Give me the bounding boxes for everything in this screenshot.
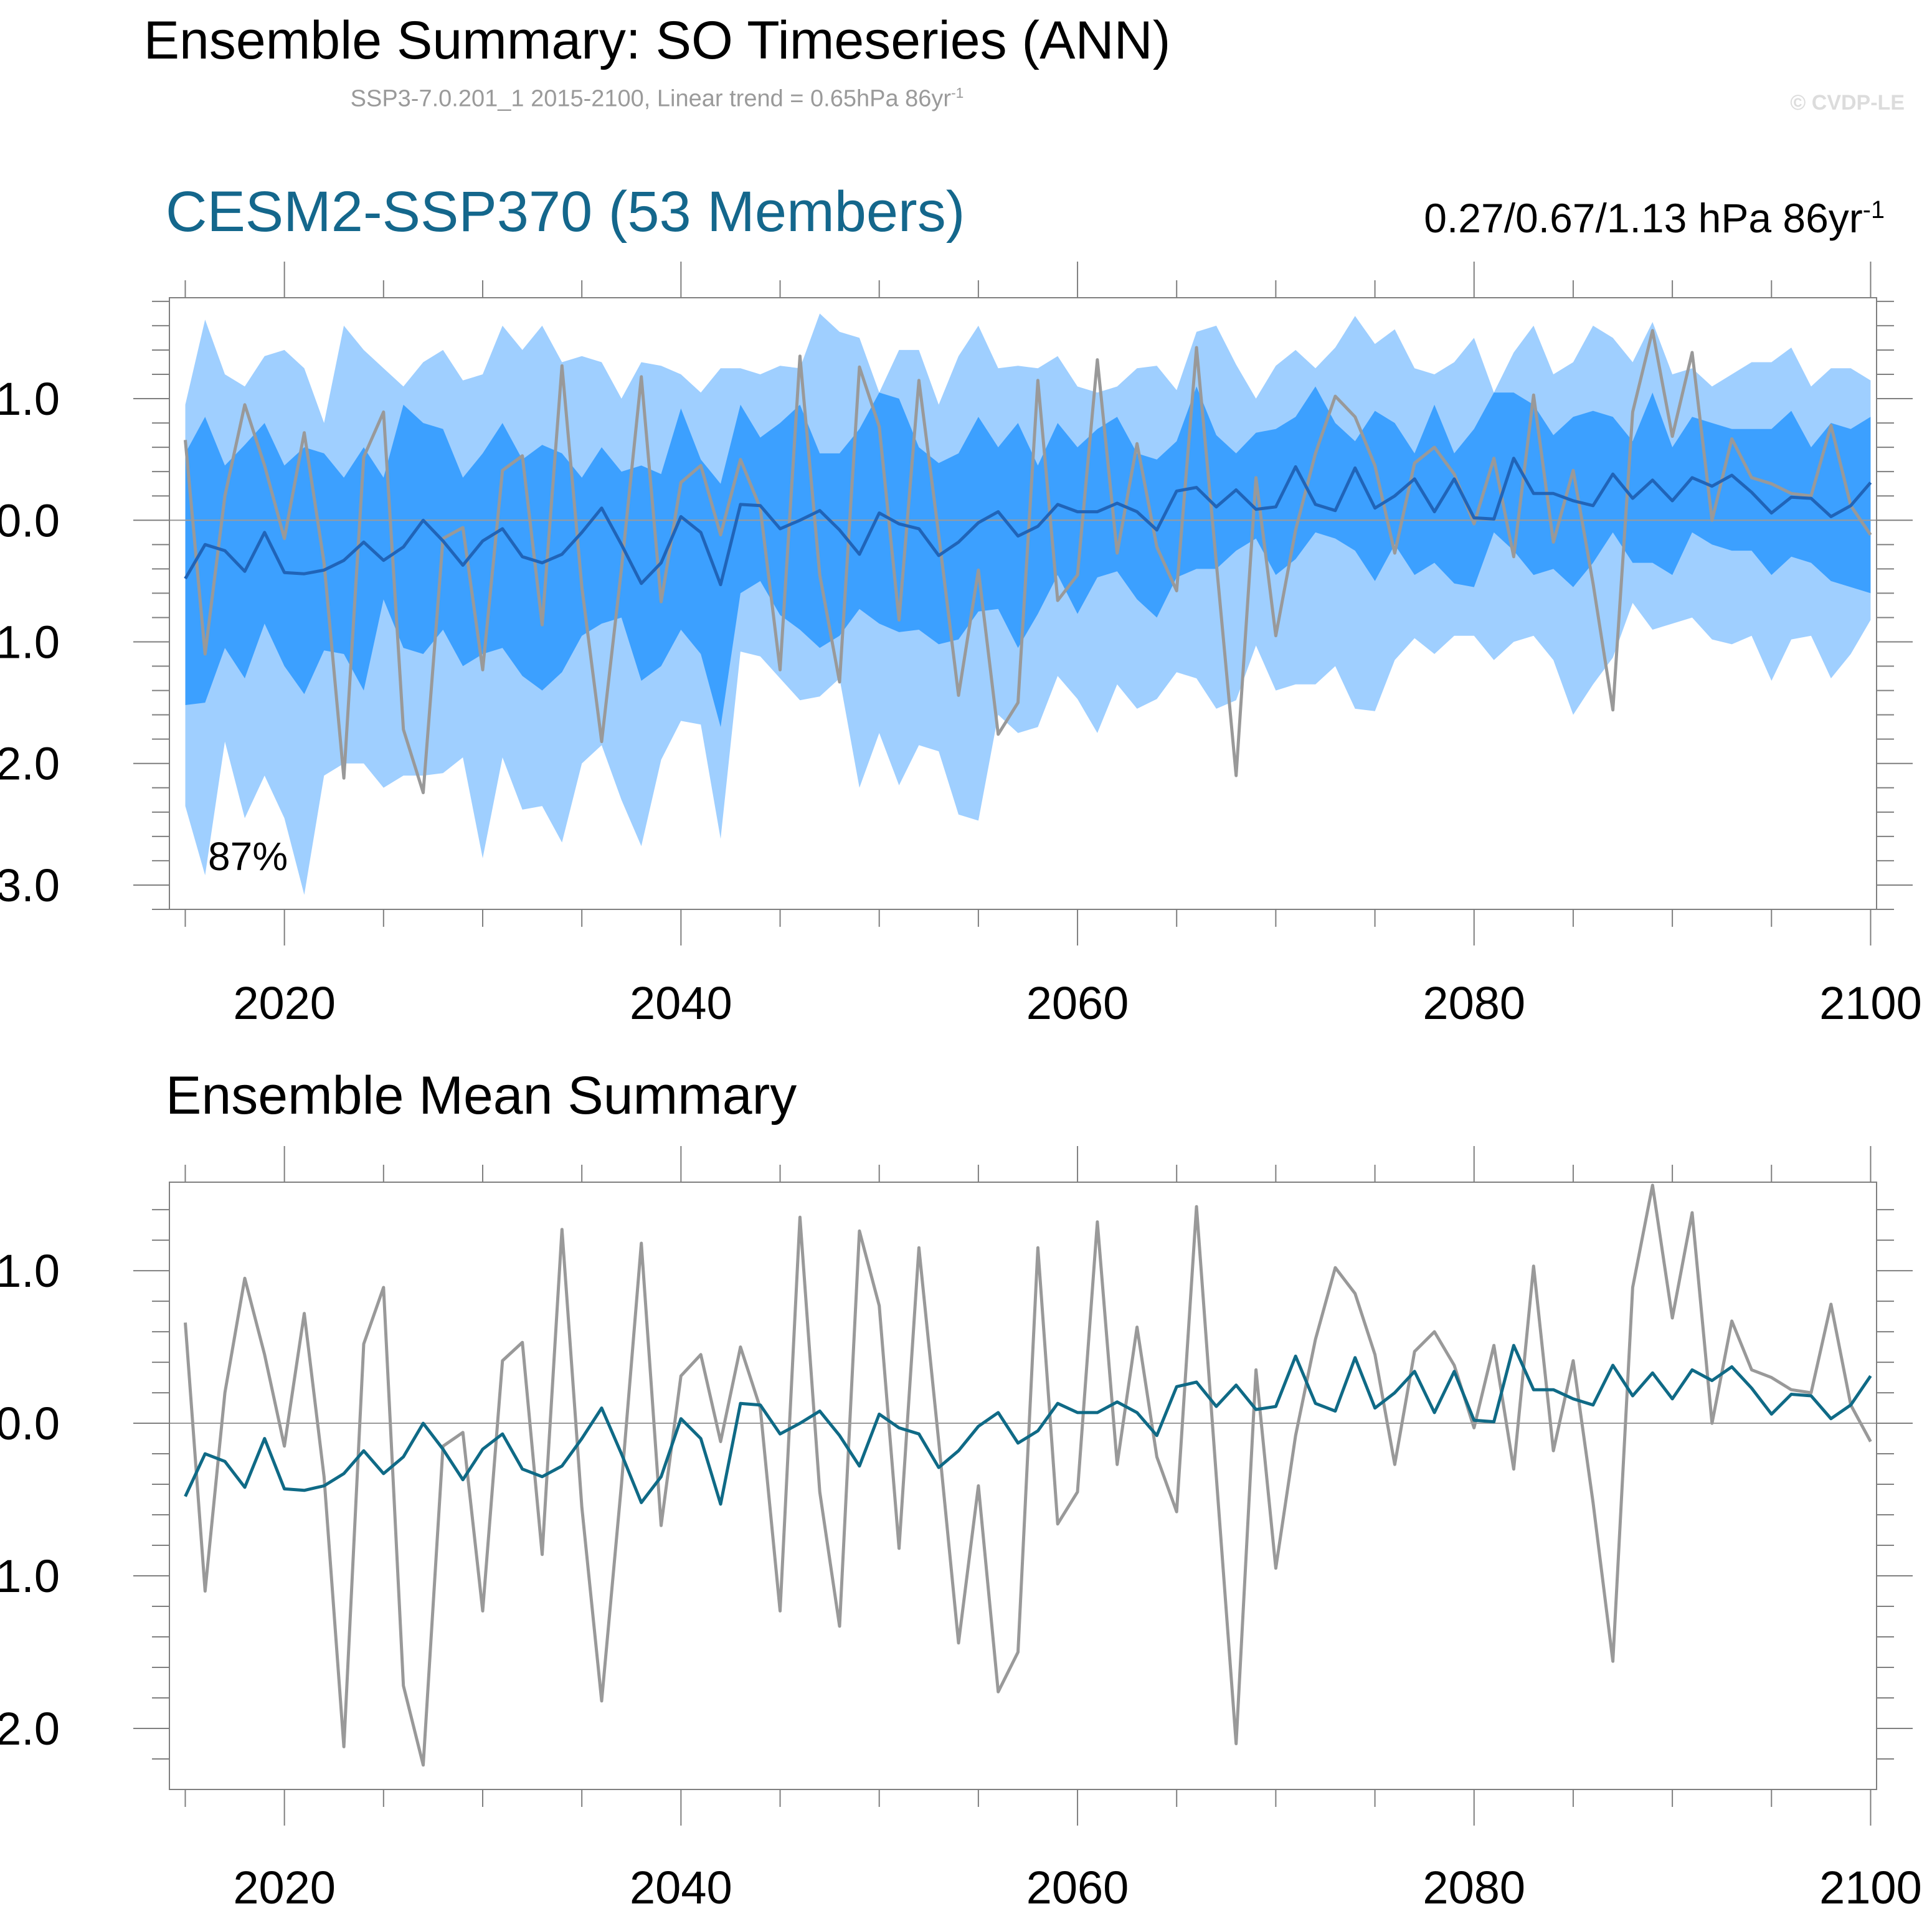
observations-line bbox=[184, 1183, 1872, 1767]
x-tick-label: 2100 bbox=[1819, 1862, 1922, 1913]
y-tick-label: 1.0 bbox=[0, 1245, 60, 1297]
panel1-title: CESM2-SSP370 (53 Members) bbox=[166, 180, 965, 244]
ensemble-mean-line bbox=[184, 1343, 1872, 1506]
x-tick-label: 2060 bbox=[1026, 1862, 1129, 1913]
y-tick-label: -2.0 bbox=[0, 738, 60, 790]
x-tick-label: 2020 bbox=[233, 977, 336, 1029]
trend-text: 0.27/0.67/1.13 hPa 86yr bbox=[1424, 195, 1863, 241]
y-tick-label: -1.0 bbox=[0, 616, 60, 668]
y-tick-label: -2.0 bbox=[0, 1703, 60, 1755]
plot-frame bbox=[169, 297, 1877, 910]
x-tick-label: 2100 bbox=[1819, 977, 1922, 1029]
plot-frame bbox=[169, 1182, 1877, 1790]
panel1-chart: 2020 2040 2060 2080 2100 1.0 0.0 -1.0 -2.0 -3.0 bbox=[0, 262, 1922, 1029]
y-tick-label: 1.0 bbox=[0, 373, 60, 425]
trend-exponent: -1 bbox=[1862, 196, 1885, 224]
copyright-label: © CVDP-LE bbox=[1790, 91, 1905, 115]
y-tick-label: 0.0 bbox=[0, 495, 60, 546]
x-tick-label: 2080 bbox=[1423, 1862, 1525, 1913]
x-tick-label: 2060 bbox=[1026, 977, 1129, 1029]
observations-line bbox=[184, 329, 1872, 795]
subtitle: SSP3-7.0.201_1 2015-2100, Linear trend =… bbox=[0, 85, 1314, 113]
x-tick-label: 2080 bbox=[1423, 977, 1525, 1029]
subtitle-exponent: -1 bbox=[951, 85, 964, 101]
x-tick-label: 2040 bbox=[630, 977, 732, 1029]
panel2-title: Ensemble Mean Summary bbox=[166, 1066, 797, 1125]
main-title: Ensemble Summary: SO Timeseries (ANN) bbox=[143, 11, 1171, 70]
subtitle-text: SSP3-7.0.201_1 2015-2100, Linear trend =… bbox=[350, 85, 952, 112]
y-tick-label: -3.0 bbox=[0, 860, 60, 911]
percent-label: 87% bbox=[208, 834, 288, 879]
trend-label: 0.27/0.67/1.13 hPa 86yr-1 bbox=[1424, 194, 1885, 242]
y-tick-label: 0.0 bbox=[0, 1398, 60, 1449]
x-tick-label: 2040 bbox=[630, 1862, 732, 1913]
panel2-chart: 2020 2040 2060 2080 2100 1.0 0.0 -1.0 -2.0 bbox=[0, 1146, 1922, 1913]
y-tick-label: -1.0 bbox=[0, 1550, 60, 1602]
x-tick-label: 2020 bbox=[233, 1862, 336, 1913]
ensemble-mean-line bbox=[184, 457, 1872, 587]
